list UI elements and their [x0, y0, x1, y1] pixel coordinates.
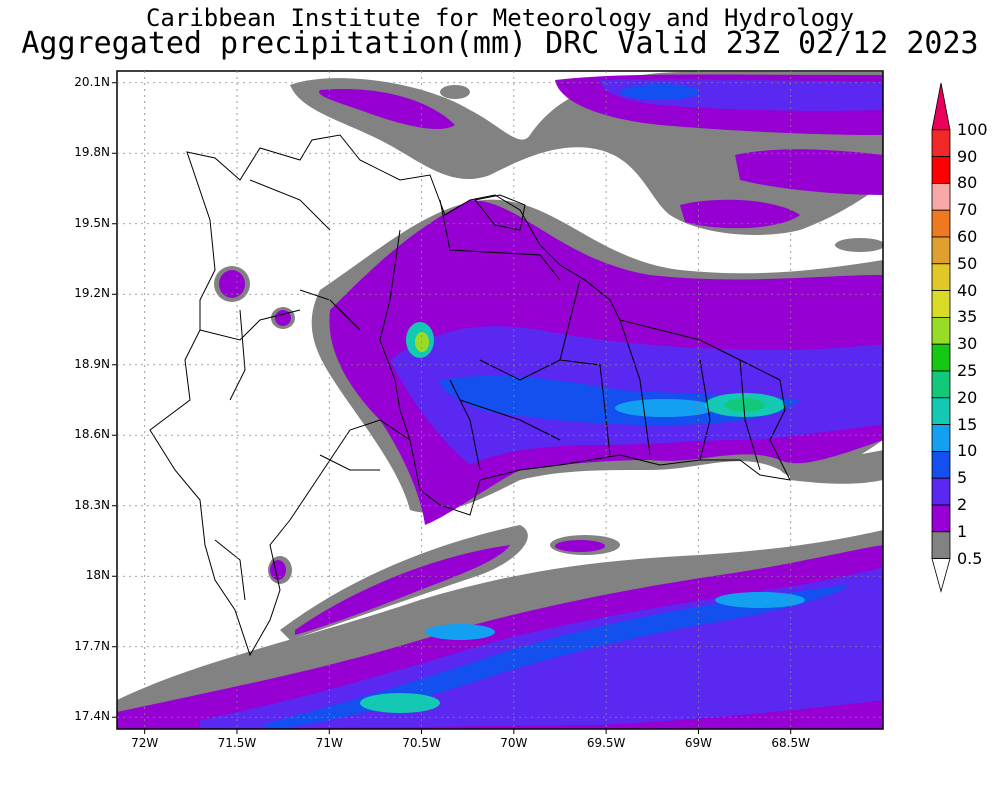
legend-label: 30	[957, 334, 978, 354]
legend-label: 25	[957, 361, 978, 380]
lat-tick-label: 20.1N	[74, 74, 110, 89]
legend-swatch	[931, 424, 951, 452]
legend-swatch	[931, 477, 951, 506]
legend-label: 70	[957, 200, 978, 220]
legend-label: 90	[957, 146, 978, 166]
gridlines	[117, 71, 883, 729]
province-line-3	[449, 379, 481, 471]
province-line-5	[699, 359, 711, 461]
lat-tick-label: 19.8N	[74, 145, 110, 160]
lat-tick-label: 18.6N	[74, 427, 110, 442]
lon-tick-label: 71W	[315, 736, 343, 750]
lon-tick-label: 70.5W	[402, 736, 441, 750]
legend-swatch	[931, 397, 951, 425]
precip-cell-gray-ne	[835, 238, 883, 252]
island-north	[474, 194, 526, 231]
legend-label: 80	[957, 173, 978, 193]
legend-swatch	[931, 129, 951, 158]
precip-cell-lb-south	[425, 624, 495, 640]
lat-tick-label: 19.5N	[74, 215, 110, 230]
plot-frame	[116, 70, 884, 730]
lon-tick-label: 68.5W	[771, 736, 810, 750]
precip-cell-teal-south	[360, 693, 440, 713]
lon-tick-label: 69.5W	[586, 736, 626, 750]
legend-label: 60	[957, 227, 978, 246]
legend-label: 15	[957, 414, 978, 434]
lon-tick-label: 70W	[500, 736, 528, 750]
legend-label: 20	[957, 387, 978, 407]
legend-label: 1	[957, 521, 968, 541]
legend-label: 40	[957, 280, 978, 300]
precip-field	[117, 71, 883, 729]
legend-label: 100	[957, 119, 988, 139]
province-line-8	[199, 309, 301, 341]
legend-swatch	[931, 182, 951, 211]
precip-cell-gray-top	[440, 85, 470, 99]
lat-tick-label: 17.7N	[74, 638, 110, 653]
province-line-2	[559, 279, 611, 456]
precip-cell-blue-north	[620, 84, 700, 100]
legend-label: 10	[957, 441, 978, 461]
precip-band-purple-ne3	[680, 199, 800, 229]
lat-tick-label: 18.9N	[74, 356, 110, 371]
lat-tick-label: 19.2N	[74, 286, 110, 301]
legend-swatch	[931, 316, 951, 345]
province-line-12	[214, 539, 246, 601]
legend-swatch	[931, 370, 951, 399]
legend-swatch	[931, 450, 951, 479]
legend-label: 35	[957, 307, 978, 327]
precip-cell-green-1	[725, 398, 765, 412]
legend-swatch	[931, 263, 951, 291]
legend-swatch	[931, 343, 951, 372]
legend-label: 0.5	[957, 548, 983, 568]
lon-tick-label: 71.5W	[217, 736, 257, 750]
precip-cell-purple-small	[275, 310, 291, 326]
lat-tick-label: 18N	[85, 568, 110, 583]
legend-swatch	[931, 504, 951, 533]
lon-tick-label: 72W	[131, 736, 159, 750]
coastline-hispaniola	[149, 134, 791, 657]
chart-title-line2: Aggregated precipitation(mm) DRC Valid 2…	[21, 26, 979, 61]
legend-swatch	[931, 290, 951, 318]
province-line-9	[299, 289, 361, 331]
lat-tick-label: 18.3N	[74, 497, 110, 512]
precip-cell-teal-1	[615, 399, 715, 417]
province-line-1	[439, 199, 561, 281]
lat-tick-label: 17.4N	[74, 709, 110, 724]
border-line	[379, 229, 411, 441]
precip-cell-purple-west	[219, 270, 245, 298]
province-line-13	[249, 179, 331, 231]
precip-cell-lb-se	[715, 592, 805, 608]
legend-swatch	[931, 209, 951, 238]
legend-label: 50	[957, 253, 978, 273]
precip-cell-purple-sw	[555, 540, 605, 552]
precip-cell-purple-south	[270, 560, 286, 580]
legend-swatch	[931, 531, 951, 559]
province-line-10	[229, 309, 246, 401]
province-line-6	[739, 359, 761, 471]
precip-cell-green-3	[415, 332, 429, 352]
lon-tick-label: 69W	[684, 736, 712, 750]
legend	[931, 82, 951, 593]
precip-band-blue-south	[260, 585, 850, 729]
province-line-11	[319, 454, 380, 471]
precip-band-blue-central	[440, 375, 800, 425]
legend-label: 2	[957, 495, 968, 514]
province-line-4	[619, 319, 651, 456]
legend-swatch	[931, 156, 951, 184]
precip-band-purple-ne2	[735, 149, 883, 195]
legend-swatch	[931, 236, 951, 265]
province-line-14	[459, 399, 561, 441]
province-line-7	[479, 359, 561, 381]
chart-title-line1: Caribbean Institute for Meteorology and …	[145, 4, 854, 32]
axis-ticks	[112, 82, 792, 734]
precip-band-purple-mid	[295, 545, 510, 635]
precip-band-gray-east	[790, 450, 883, 484]
precip-band-purple-north	[319, 89, 455, 130]
legend-swatch	[931, 558, 951, 593]
legend-label: 5	[957, 468, 968, 488]
legend-swatch	[931, 82, 951, 131]
